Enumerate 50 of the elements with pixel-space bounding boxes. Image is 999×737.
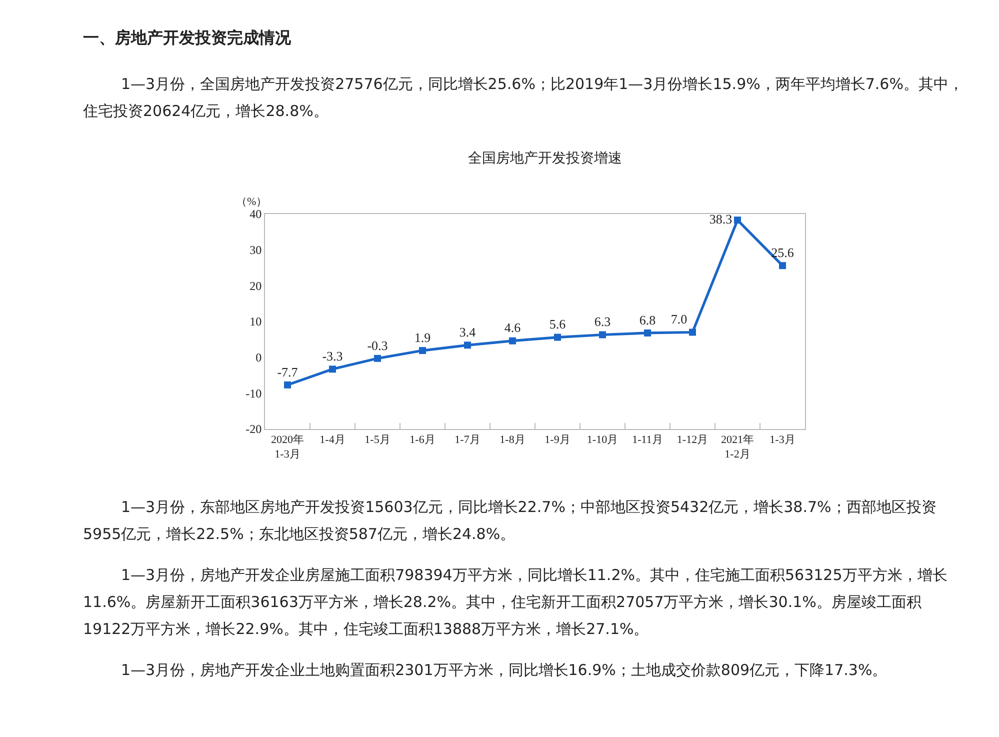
point	[644, 329, 651, 336]
y-tick-label: 40	[250, 207, 262, 222]
point	[599, 331, 606, 338]
data-label: 25.6	[771, 244, 794, 260]
y-tick-label: -10	[246, 386, 262, 400]
point	[419, 347, 426, 354]
data-label: 4.6	[504, 320, 522, 336]
text: 1—3月份，全国房地产开发投资27576亿元，同比增长25.6%；比2019年1—3月份增长15.9%，两年平均增长7.6%。其中，住宅投资20624亿元，增长28.8%。	[83, 74, 964, 122]
text: 1—3月份，房地产开发企业土地购置面积2301万平方米，同比增长16.9%；土地成交价款809亿元，下降17.3%。	[120, 660, 888, 681]
x-tick-label: 2020年 1-3月	[271, 434, 304, 460]
data-label: -3.3	[322, 348, 343, 364]
y-tick-label: 10	[250, 314, 262, 329]
x-tick-label: 1-10月	[586, 434, 618, 446]
data-label: 6.3	[594, 314, 611, 330]
x-tick-label: 1-3月	[770, 434, 796, 446]
data-label: 5.6	[549, 316, 566, 332]
data-label: 6.8	[639, 312, 656, 328]
y-tick-label: 0	[256, 350, 262, 365]
x-tick-label: 1-9月	[544, 434, 570, 446]
text: 一、房地产开发投资完成情况	[83, 28, 292, 49]
text: 1—3月份，东部地区房地产开发投资15603亿元，同比增长22.7%；中部地区投资5432亿元，增长38.7%；西部地区投资5955亿元，增长22.5%；东北地区投资587亿元，增长24.8%。	[83, 497, 938, 545]
point	[734, 216, 741, 224]
y-tick-label: 20	[250, 278, 262, 293]
point	[374, 354, 381, 362]
data-label: -7.7	[277, 364, 298, 380]
y-tick-label: -20	[246, 422, 262, 436]
x-tick-label: 1-12月	[676, 434, 708, 446]
x-tick-label: 1-4月	[320, 434, 346, 446]
y-tick-label: 30	[250, 243, 262, 258]
point	[509, 337, 516, 344]
point	[554, 334, 561, 341]
point	[329, 366, 336, 373]
data-label: 1.9	[414, 330, 431, 345]
data-label: 3.4	[459, 324, 476, 340]
chart-title: 全国房地产开发投资增速	[468, 150, 622, 167]
x-tick-label: 1-7月	[454, 434, 480, 446]
x-tick-label: 1-5月	[364, 434, 390, 446]
data-label: 38.3	[709, 211, 732, 226]
data-label: 7.0	[670, 312, 688, 327]
text: 1—3月份，房地产开发企业房屋施工面积798394万平方米，同比增长11.2%。其中，住宅施工面积563125万平方米，增长11.6%。房屋新开工面积36163万平方米，增长28.2%。其中，住宅新开工面积27057万平方米，增长30.1%。房屋竣工面积19122万平方米，增长22.9%。其中，住宅竣工面积13888万平方米，增长27.1%。	[83, 565, 948, 640]
point	[284, 381, 291, 388]
x-tick-label: 1-11月	[632, 434, 663, 446]
point	[464, 342, 471, 349]
x-tick-label: 1-6月	[410, 434, 436, 446]
data-label: -0.3	[367, 338, 388, 353]
x-tick-label: 1-8月	[500, 434, 526, 446]
y-axis-title: （%）	[236, 196, 268, 208]
point	[779, 262, 786, 270]
x-tick-label: 2021年 1-2月	[721, 434, 754, 460]
point	[689, 328, 696, 336]
